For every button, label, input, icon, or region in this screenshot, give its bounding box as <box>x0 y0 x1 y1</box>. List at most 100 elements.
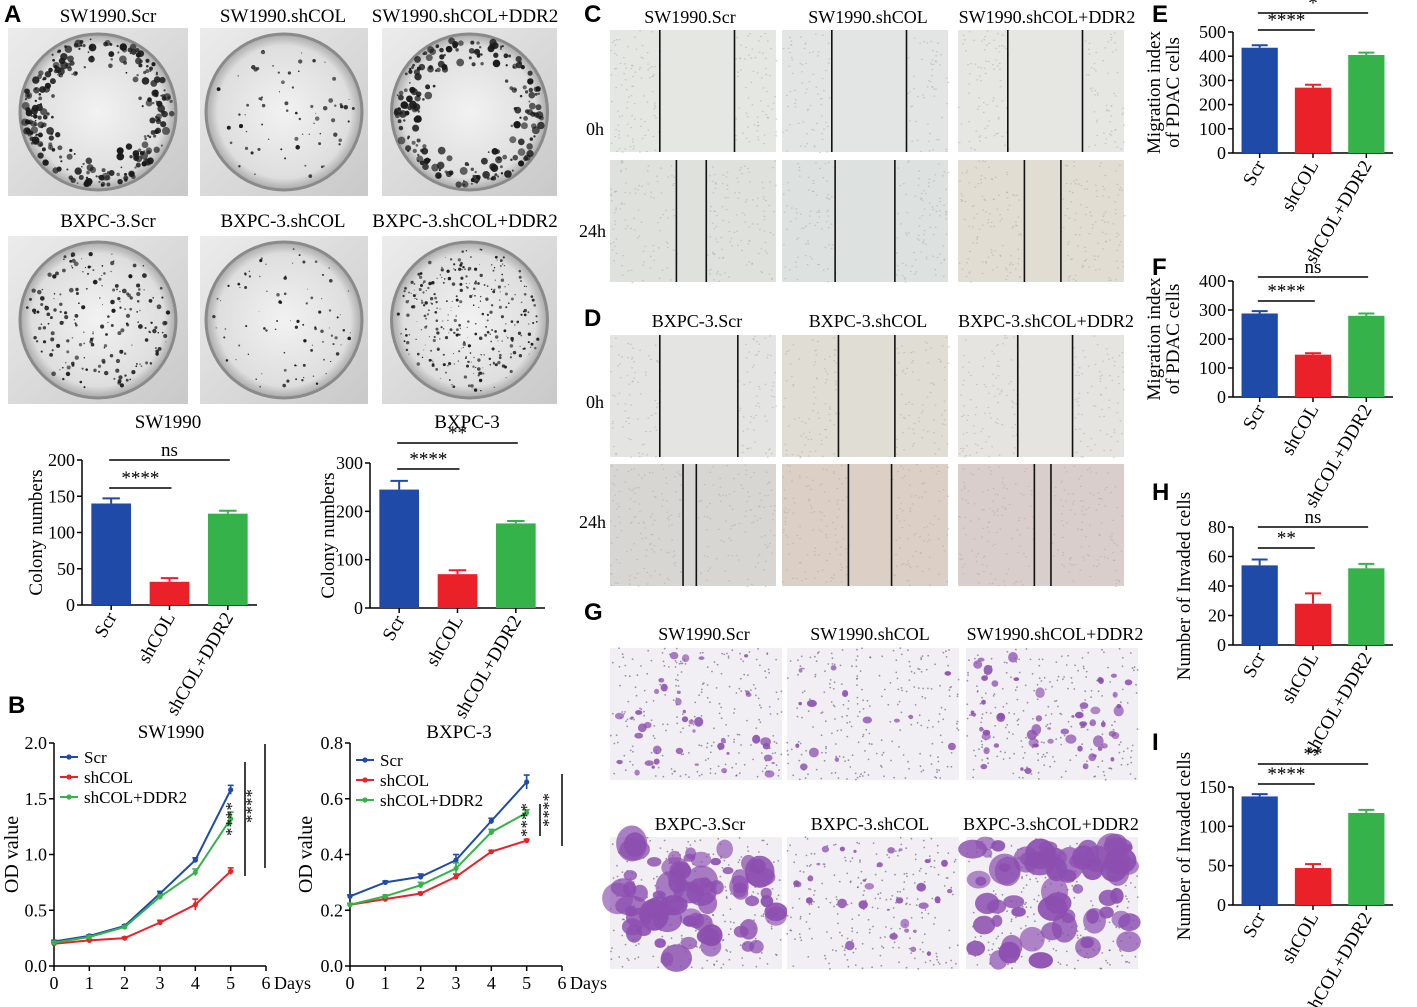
cell-speck <box>1017 263 1019 265</box>
cell-speck <box>814 547 816 549</box>
colony-dot <box>418 288 422 291</box>
pore-dot <box>777 894 780 897</box>
invaded-cell <box>669 651 679 660</box>
cell-speck <box>764 544 766 546</box>
pore-dot <box>770 925 773 928</box>
pore-dot <box>682 727 684 730</box>
cell-speck <box>895 374 898 376</box>
cell-speck <box>764 535 766 537</box>
cell-speck <box>634 36 636 38</box>
cell-speck <box>615 67 617 70</box>
colony-dot <box>523 292 527 296</box>
cell-speck <box>618 516 620 518</box>
colony-dot <box>520 334 523 337</box>
cell-speck <box>923 482 926 484</box>
cell-speck <box>812 410 814 412</box>
cell-speck <box>835 389 837 391</box>
cell-speck <box>992 100 994 102</box>
cell-speck <box>916 565 918 568</box>
pore-dot <box>1074 664 1076 667</box>
colony-dot <box>535 104 542 111</box>
cell-speck <box>907 560 909 562</box>
colony-dot <box>302 363 306 367</box>
cell-speck <box>791 480 793 482</box>
pore-dot <box>876 907 879 910</box>
cell-speck <box>792 384 795 386</box>
cell-speck <box>651 66 653 68</box>
cell-speck <box>757 121 759 123</box>
colony-dot <box>467 320 470 323</box>
pore-dot <box>747 674 749 676</box>
cell-speck <box>645 555 648 557</box>
pore-dot <box>1097 690 1100 693</box>
cell-speck <box>650 196 652 198</box>
colony-dot <box>81 367 84 370</box>
cell-speck <box>764 383 767 385</box>
cell-speck <box>1094 363 1097 366</box>
cell-speck <box>838 478 841 480</box>
colony-dot <box>422 291 425 294</box>
cell-speck <box>827 227 830 229</box>
cell-speck <box>812 190 815 193</box>
cell-speck <box>817 51 820 53</box>
colony-dot <box>519 94 523 98</box>
invaded-cell <box>913 929 917 933</box>
pore-dot <box>646 672 649 675</box>
pore-dot <box>709 701 711 704</box>
cell-speck <box>637 418 639 420</box>
cell-speck <box>674 554 676 556</box>
cell-speck <box>1090 449 1092 451</box>
colony-dot <box>467 344 471 348</box>
pore-dot <box>1084 699 1087 701</box>
invaded-cell <box>1013 677 1020 681</box>
cell-speck <box>918 225 921 227</box>
pore-dot <box>856 655 859 657</box>
cell-speck <box>1004 585 1007 587</box>
colony-dot <box>461 250 464 253</box>
pore-dot <box>689 844 692 846</box>
pore-dot <box>810 852 813 855</box>
invaded-cell <box>745 867 776 887</box>
pore-dot <box>825 747 827 750</box>
cell-speck <box>981 536 983 538</box>
cell-speck <box>1018 516 1021 519</box>
cell-speck <box>1031 516 1034 518</box>
cell-speck <box>629 508 631 510</box>
cell-speck <box>788 509 791 511</box>
colony-dot <box>38 326 42 330</box>
invaded-cell <box>1113 705 1124 717</box>
cell-speck <box>710 268 713 270</box>
cell-speck <box>909 507 912 509</box>
cell-speck <box>797 237 800 239</box>
cell-speck <box>1001 477 1004 479</box>
cell-speck <box>1117 194 1120 196</box>
colony-dot <box>283 292 287 296</box>
cell-speck <box>933 419 935 421</box>
pore-dot <box>957 729 960 731</box>
cell-speck <box>1095 184 1097 186</box>
pore-dot <box>1043 764 1046 766</box>
pore-dot <box>1093 775 1096 778</box>
c-row-0h: 0h <box>586 119 604 139</box>
pore-dot <box>727 657 730 659</box>
colony-dot <box>50 132 54 135</box>
cell-speck <box>709 567 711 569</box>
cell-speck <box>618 116 621 118</box>
colony-dot <box>498 305 502 309</box>
pore-dot <box>721 652 723 655</box>
pore-dot <box>925 668 928 671</box>
colony-dot <box>98 370 101 373</box>
cell-speck <box>919 198 922 200</box>
colony-dot <box>65 371 71 377</box>
colony-dot <box>498 350 500 353</box>
pore-dot <box>680 934 683 937</box>
cell-speck <box>911 105 914 107</box>
pore-dot <box>987 762 990 765</box>
colony-dot <box>322 273 324 276</box>
pore-dot <box>755 694 757 697</box>
cell-speck <box>1093 255 1096 257</box>
cell-speck <box>839 546 842 548</box>
pore-dot <box>995 937 998 940</box>
cell-speck <box>805 578 807 580</box>
pore-dot <box>725 889 728 892</box>
